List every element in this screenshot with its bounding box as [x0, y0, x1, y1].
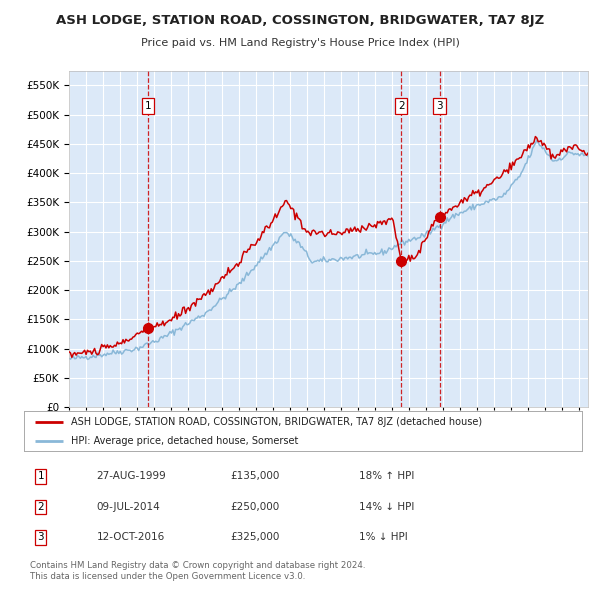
Text: 18% ↑ HPI: 18% ↑ HPI — [359, 471, 414, 481]
Text: 27-AUG-1999: 27-AUG-1999 — [97, 471, 166, 481]
Text: ASH LODGE, STATION ROAD, COSSINGTON, BRIDGWATER, TA7 8JZ: ASH LODGE, STATION ROAD, COSSINGTON, BRI… — [56, 14, 544, 27]
Text: 3: 3 — [37, 532, 44, 542]
Text: £135,000: £135,000 — [230, 471, 280, 481]
Text: 1: 1 — [37, 471, 44, 481]
Text: Price paid vs. HM Land Registry's House Price Index (HPI): Price paid vs. HM Land Registry's House … — [140, 38, 460, 48]
Text: £325,000: £325,000 — [230, 532, 280, 542]
Text: 3: 3 — [436, 101, 443, 111]
Text: 12-OCT-2016: 12-OCT-2016 — [97, 532, 165, 542]
Text: 1% ↓ HPI: 1% ↓ HPI — [359, 532, 407, 542]
Text: 14% ↓ HPI: 14% ↓ HPI — [359, 502, 414, 512]
Text: ASH LODGE, STATION ROAD, COSSINGTON, BRIDGWATER, TA7 8JZ (detached house): ASH LODGE, STATION ROAD, COSSINGTON, BRI… — [71, 417, 482, 427]
Text: 1: 1 — [145, 101, 151, 111]
Text: HPI: Average price, detached house, Somerset: HPI: Average price, detached house, Some… — [71, 435, 299, 445]
Text: Contains HM Land Registry data © Crown copyright and database right 2024.
This d: Contains HM Land Registry data © Crown c… — [30, 560, 365, 581]
Text: 2: 2 — [37, 502, 44, 512]
Text: 09-JUL-2014: 09-JUL-2014 — [97, 502, 160, 512]
Text: £250,000: £250,000 — [230, 502, 280, 512]
Text: 2: 2 — [398, 101, 404, 111]
